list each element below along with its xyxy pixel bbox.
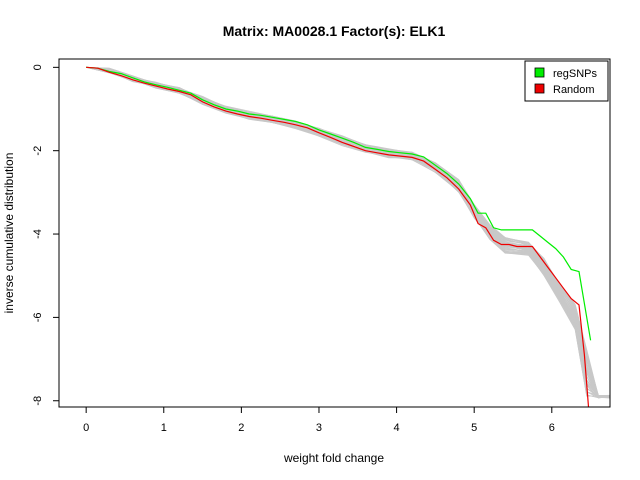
x-tick-label: 0	[83, 422, 89, 434]
background-run-line	[86, 66, 610, 399]
y-tick-label: -6	[32, 313, 44, 323]
background-run-line	[86, 66, 610, 398]
background-run-line	[86, 66, 610, 399]
y-tick-label: -8	[32, 396, 44, 406]
background-run-line	[86, 66, 610, 399]
background-run-line	[86, 66, 610, 398]
background-runs	[86, 66, 610, 399]
y-tick-label: 0	[32, 64, 44, 70]
x-tick-label: 5	[471, 422, 477, 434]
background-run-line	[86, 66, 610, 398]
background-run-line	[86, 66, 610, 399]
background-run-line	[86, 66, 610, 399]
legend-swatch-random	[534, 83, 545, 94]
background-run-line	[86, 66, 610, 399]
background-run-line	[86, 66, 610, 399]
background-run-line	[86, 66, 610, 397]
x-tick-label: 3	[316, 422, 322, 434]
background-run-line	[86, 66, 610, 399]
background-run-line	[86, 66, 610, 399]
background-run-line	[86, 66, 610, 397]
background-run-line	[86, 66, 610, 398]
legend-label-regsnps: regSNPs	[553, 68, 598, 80]
background-run-line	[86, 66, 610, 398]
background-run-line	[86, 66, 610, 399]
background-run-line	[86, 66, 610, 399]
x-tick-label: 1	[161, 422, 167, 434]
x-tick-label: 2	[238, 422, 244, 434]
plot-frame	[58, 58, 611, 408]
background-run-line	[86, 66, 610, 398]
background-run-line	[86, 66, 610, 398]
y-tick-label: -4	[32, 229, 44, 239]
y-tick-label: -2	[32, 146, 44, 156]
background-run-line	[86, 66, 610, 398]
background-run-line	[86, 66, 610, 398]
background-run-line	[86, 66, 610, 397]
background-run-line	[86, 66, 610, 398]
background-run-line	[86, 66, 610, 398]
background-run-line	[86, 66, 610, 397]
legend: regSNPs Random	[524, 60, 609, 102]
background-run-line	[86, 66, 610, 397]
background-run-line	[86, 66, 610, 399]
background-run-line	[86, 66, 610, 399]
background-run-line	[86, 66, 610, 399]
series-line-regsnps	[86, 66, 592, 341]
y-axis: 0 -2 -4 -6 -8	[32, 64, 60, 406]
x-axis-label: weight fold change	[283, 451, 384, 465]
background-run-line	[86, 66, 610, 397]
legend-swatch-regsnps	[534, 67, 545, 78]
background-run-line	[86, 66, 610, 398]
background-run-line	[86, 66, 610, 397]
background-run-line	[86, 66, 610, 396]
background-run-line	[86, 66, 610, 397]
background-run-line	[86, 66, 610, 396]
y-axis-label: inverse cumulative distribution	[2, 153, 16, 314]
background-run-line	[86, 66, 610, 398]
legend-label-random: Random	[553, 84, 595, 96]
series-line-random	[86, 66, 590, 407]
background-run-line	[86, 66, 610, 398]
background-run-line	[86, 66, 610, 398]
chart-title: Matrix: MA0028.1 Factor(s): ELK1	[223, 23, 446, 39]
x-tick-label: 4	[394, 422, 400, 434]
x-axis: 0 1 2 3 4 5 6	[83, 406, 555, 434]
x-tick-label: 6	[549, 422, 555, 434]
background-run-line	[86, 66, 610, 397]
series-lines	[86, 66, 592, 407]
